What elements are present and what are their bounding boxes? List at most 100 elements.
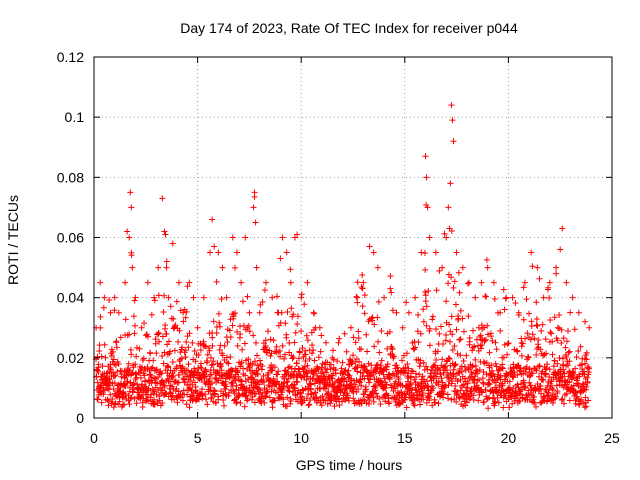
data-point [559, 225, 566, 232]
data-point [420, 396, 427, 403]
data-point [269, 404, 276, 411]
data-point [352, 339, 359, 346]
data-point [449, 331, 456, 338]
data-point [364, 348, 371, 355]
data-point [137, 374, 144, 381]
data-point [484, 264, 491, 271]
data-point [575, 347, 582, 354]
data-point [332, 367, 339, 374]
data-point [233, 382, 240, 389]
data-point [450, 138, 457, 145]
data-point [308, 381, 315, 388]
data-point [556, 311, 563, 318]
data-point [483, 371, 490, 378]
data-point [289, 313, 296, 320]
data-point [484, 395, 491, 402]
data-point [251, 189, 258, 196]
data-point [237, 400, 244, 407]
data-point [448, 274, 455, 281]
data-point [288, 305, 295, 312]
data-point [227, 353, 234, 360]
data-point [368, 362, 375, 369]
data-point [546, 366, 553, 373]
data-point [111, 379, 118, 386]
data-point [429, 316, 436, 323]
data-point [180, 318, 187, 325]
data-point [246, 328, 253, 335]
data-point [376, 349, 383, 356]
y-tick-label: 0.1 [65, 109, 85, 125]
data-point [481, 324, 488, 331]
data-point [490, 370, 497, 377]
data-point [191, 347, 198, 354]
data-point [282, 320, 289, 327]
data-point [249, 393, 256, 400]
data-point [145, 385, 152, 392]
data-point [550, 386, 557, 393]
data-point [436, 330, 443, 337]
data-point [442, 363, 449, 370]
data-point [424, 366, 431, 373]
data-point [372, 382, 379, 389]
data-point [531, 335, 538, 342]
data-point [420, 306, 427, 313]
data-point [497, 309, 504, 316]
x-tick-label: 5 [194, 430, 202, 446]
data-point [98, 353, 105, 360]
data-point [308, 390, 315, 397]
data-point [157, 402, 164, 409]
data-point [269, 367, 276, 374]
data-point [425, 287, 432, 294]
data-point [317, 348, 324, 355]
data-point [175, 338, 182, 345]
data-point [371, 321, 378, 328]
data-point [109, 348, 116, 355]
data-point [354, 279, 361, 286]
data-point [153, 366, 160, 373]
data-point [122, 391, 129, 398]
data-point [94, 395, 101, 402]
data-point [556, 325, 563, 332]
data-point [439, 356, 446, 363]
data-point [112, 372, 119, 379]
data-point [374, 264, 381, 271]
data-point [586, 324, 593, 331]
data-point [435, 400, 442, 407]
data-point [586, 365, 593, 372]
data-point [375, 338, 382, 345]
data-point [575, 309, 582, 316]
data-point [453, 249, 460, 256]
data-point [446, 321, 453, 328]
data-point [181, 378, 188, 385]
data-point [402, 364, 409, 371]
data-point [195, 351, 202, 358]
data-point [111, 373, 118, 380]
data-point [223, 294, 230, 301]
data-point [131, 330, 138, 337]
data-point [486, 349, 493, 356]
data-point [551, 314, 558, 321]
data-point [491, 373, 498, 380]
data-point [562, 344, 569, 351]
data-point [521, 379, 528, 386]
data-point [202, 343, 209, 350]
data-point [259, 299, 266, 306]
data-point [583, 349, 590, 356]
data-point [361, 363, 368, 370]
data-point [108, 346, 115, 353]
data-point [125, 360, 132, 367]
data-point [121, 401, 128, 408]
data-point [223, 383, 230, 390]
data-point [353, 293, 360, 300]
data-point [559, 355, 566, 362]
data-point [159, 400, 166, 407]
data-point [194, 324, 201, 331]
data-point [497, 372, 504, 379]
data-point [440, 394, 447, 401]
data-point [553, 270, 560, 277]
data-point [151, 294, 158, 301]
data-point [477, 345, 484, 352]
data-point [370, 398, 377, 405]
data-point [296, 371, 303, 378]
data-point [286, 339, 293, 346]
